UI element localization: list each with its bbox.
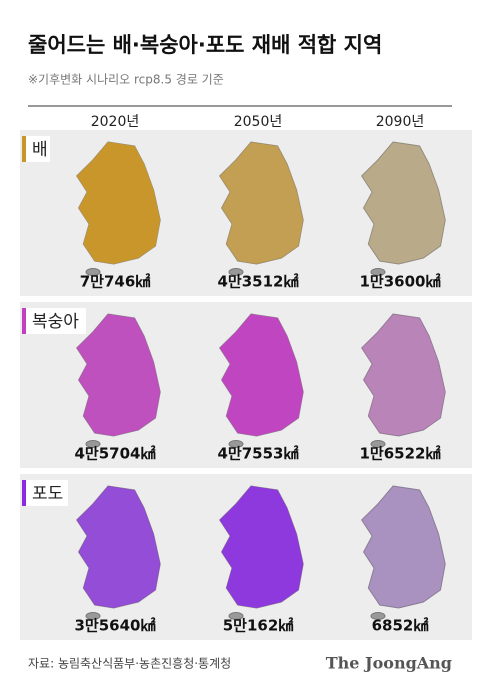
year-label: 2020년 — [91, 114, 140, 130]
map-suitable-area — [76, 142, 161, 264]
row-label-box — [22, 480, 68, 506]
area-label: 3만5640㎢ — [75, 617, 156, 635]
map-base — [361, 141, 446, 265]
map — [219, 485, 304, 609]
subtitle: ※기후변화 시나리오 rcp8.5 경로 기준 — [28, 73, 224, 87]
row-label-box — [22, 308, 86, 334]
jeju — [370, 612, 386, 620]
area-label: 1만3600㎢ — [360, 273, 441, 291]
area-label: 6852㎢ — [372, 617, 429, 635]
jeju — [228, 612, 244, 620]
map — [361, 313, 446, 437]
row-label-bar — [22, 136, 26, 162]
map-base — [361, 485, 446, 609]
row-label: 포도 — [32, 484, 63, 504]
row-label-box — [22, 136, 50, 162]
logo: The JoongAng — [326, 654, 452, 673]
jeju — [85, 268, 101, 276]
map — [76, 313, 161, 437]
jeju — [228, 440, 244, 448]
source: 자료: 농림축산식품부·농촌진흥청·통계청 — [28, 657, 231, 671]
year-label: 2090년 — [376, 114, 425, 130]
map — [76, 485, 161, 609]
map — [361, 141, 446, 265]
map-suitable-area — [219, 314, 304, 436]
area-label: 7만746㎢ — [80, 273, 151, 291]
map-suitable-area — [219, 142, 304, 264]
jeju — [228, 268, 244, 276]
map — [76, 141, 161, 265]
year-label: 2050년 — [234, 114, 283, 130]
jeju — [370, 268, 386, 276]
map-suitable-area — [361, 314, 446, 436]
map-suitable-area — [76, 486, 161, 608]
map — [361, 485, 446, 609]
area-label: 5만162㎢ — [223, 617, 294, 635]
jeju — [85, 612, 101, 620]
map — [219, 141, 304, 265]
map-suitable-area — [361, 142, 446, 264]
row-label: 배 — [32, 140, 48, 160]
row-label-bar — [22, 308, 26, 334]
area-label: 4만5704㎢ — [75, 445, 156, 463]
area-label: 4만3512㎢ — [218, 273, 299, 291]
map-suitable-area — [219, 486, 304, 608]
row-label: 복숭아 — [32, 312, 79, 332]
title: 줄어드는 배·복숭아·포도 재배 적합 지역 — [28, 33, 382, 57]
area-label: 4만7553㎢ — [218, 445, 299, 463]
row-label-bar — [22, 480, 26, 506]
jeju — [85, 440, 101, 448]
map-base — [361, 313, 446, 437]
jeju — [370, 440, 386, 448]
area-label: 1만6522㎢ — [360, 445, 441, 463]
map-suitable-area — [76, 314, 161, 436]
map-suitable-area — [361, 486, 446, 608]
map — [219, 313, 304, 437]
